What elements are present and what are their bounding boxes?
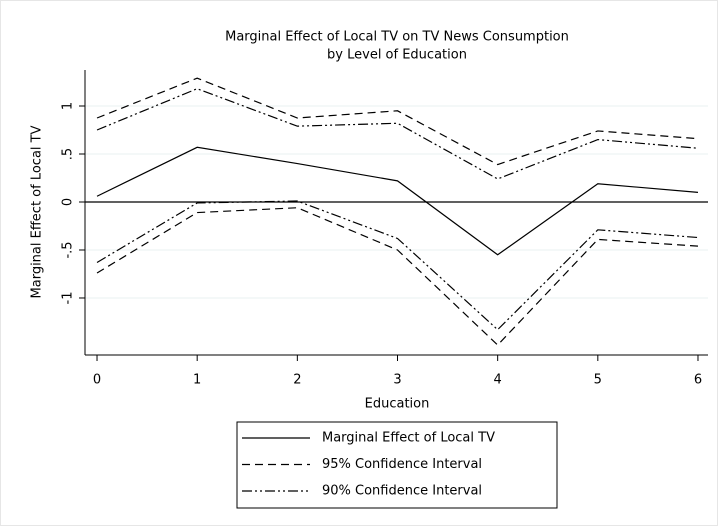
x-tick-label: 4 <box>494 373 502 388</box>
y-tick-label: -.5 <box>61 241 76 258</box>
y-tick-label: 1 <box>61 102 76 110</box>
x-tick-label: 0 <box>93 373 101 388</box>
legend-label: 90% Confidence Interval <box>322 484 482 499</box>
y-tick-label: -1 <box>61 291 76 304</box>
x-tick-label: 3 <box>393 373 401 388</box>
x-tick-label: 1 <box>193 373 201 388</box>
y-tick-label: .5 <box>61 148 76 160</box>
y-tick-label: 0 <box>61 198 76 206</box>
chart-title: by Level of Education <box>327 48 467 63</box>
line <box>96 200 699 331</box>
x-axis-label: Education <box>365 397 430 412</box>
legend <box>236 421 558 509</box>
x-tick-label: 2 <box>293 373 301 388</box>
line <box>96 88 699 180</box>
legend-label: 95% Confidence Interval <box>322 457 482 472</box>
line <box>96 207 699 346</box>
line <box>96 77 699 166</box>
chart-title: Marginal Effect of Local TV on TV News C… <box>225 30 569 45</box>
x-tick-label: 5 <box>594 373 602 388</box>
legend-label: Marginal Effect of Local TV <box>322 431 495 446</box>
line <box>96 146 699 256</box>
x-tick-label: 6 <box>694 373 702 388</box>
y-axis-label: Marginal Effect of Local TV <box>30 125 45 298</box>
